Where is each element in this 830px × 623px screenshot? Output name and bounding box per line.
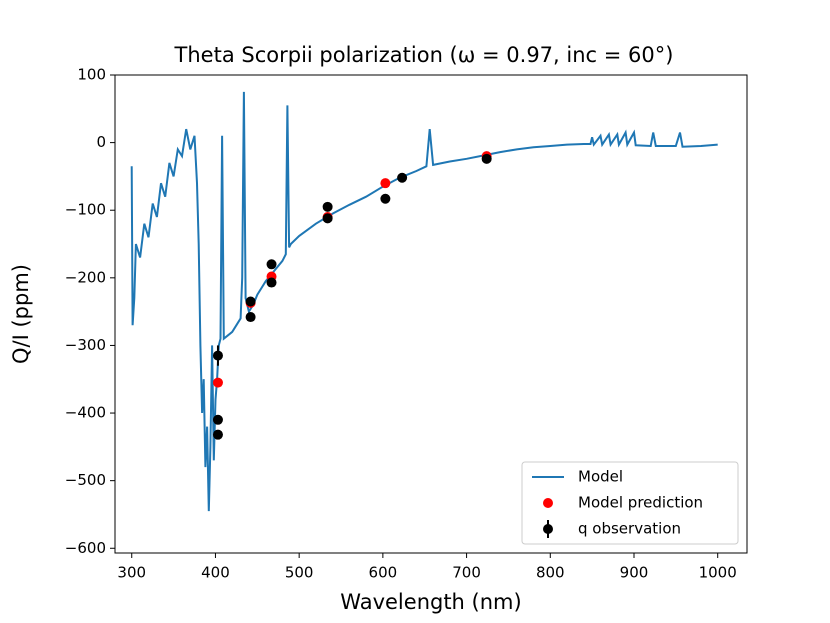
observation-point [322, 201, 333, 212]
observation-point [266, 277, 277, 288]
legend-label: q observation [578, 520, 681, 538]
chart-title: Theta Scorpii polarization (ω = 0.97, in… [174, 43, 674, 67]
x-tick-label: 1000 [699, 564, 737, 582]
observation-point [212, 429, 223, 440]
y-tick-label: −400 [65, 404, 106, 422]
model-line [130, 91, 718, 512]
x-tick-label: 900 [620, 564, 649, 582]
legend-swatch [543, 524, 553, 534]
y-tick-label: −100 [65, 201, 106, 219]
y-tick-label: −500 [65, 471, 106, 489]
legend-box [521, 461, 739, 545]
plot [130, 91, 718, 512]
observation-point [481, 153, 492, 164]
plot-frame [114, 74, 748, 554]
y-tick-label: 100 [77, 66, 106, 84]
legend-label: Model [578, 468, 623, 486]
x-tick-label: 400 [201, 564, 230, 582]
y-tick-label: −300 [65, 336, 106, 354]
x-tick-label: 700 [452, 564, 481, 582]
y-tick-label: 0 [96, 133, 106, 151]
x-tick-label: 300 [117, 564, 146, 582]
y-tick-label: −600 [65, 539, 106, 557]
observation-point [397, 172, 408, 183]
prediction-point [212, 377, 223, 388]
x-tick-label: 600 [369, 564, 398, 582]
observation-point [322, 213, 333, 224]
x-tick-label: 800 [536, 564, 565, 582]
observation-point [212, 414, 223, 425]
x-tick-label: 500 [285, 564, 314, 582]
prediction-point [380, 178, 391, 189]
observation-point [380, 193, 391, 204]
legend-label: Model prediction [578, 494, 703, 512]
x-axis-label: Wavelength (nm) [340, 590, 521, 614]
observation-point [245, 312, 256, 323]
legend-swatch [543, 498, 553, 508]
y-axis-label: Q/I (ppm) [9, 264, 33, 364]
observation-point [245, 296, 256, 307]
observation-point [212, 350, 223, 361]
observation-point [266, 259, 277, 270]
y-tick-label: −200 [65, 268, 106, 286]
